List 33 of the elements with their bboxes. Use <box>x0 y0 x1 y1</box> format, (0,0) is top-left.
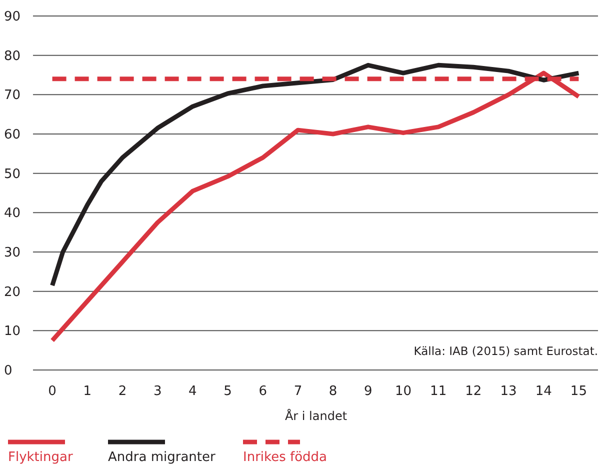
x-tick-label: 11 <box>430 384 447 399</box>
x-tick-label: 6 <box>258 384 267 399</box>
y-tick-label: 0 <box>4 364 12 379</box>
x-tick-label: 2 <box>118 384 127 399</box>
y-tick-label: 10 <box>4 324 21 340</box>
x-tick-label: 0 <box>48 384 56 399</box>
y-tick-label: 60 <box>4 128 21 143</box>
x-tick-label: 12 <box>465 384 482 399</box>
y-tick-label: 80 <box>4 48 21 64</box>
line-series <box>50 70 581 343</box>
x-tick-label: 4 <box>188 384 197 399</box>
x-tick-label: 10 <box>394 384 412 399</box>
y-tick-label: 70 <box>4 88 21 104</box>
legend-label: Inrikes födda <box>243 450 327 465</box>
line-series <box>50 62 581 288</box>
x-tick-label: 14 <box>535 384 552 399</box>
x-axis-title: År i landet <box>284 408 348 423</box>
y-tick-label: 50 <box>4 166 21 182</box>
x-tick-label: 15 <box>570 384 587 399</box>
x-tick-label: 9 <box>364 384 372 399</box>
annotation: Källa: IAB (2015) samt Eurostat. <box>414 344 598 358</box>
x-tick-label: 7 <box>294 384 302 399</box>
x-tick-label: 13 <box>500 384 517 399</box>
y-tick-label: 30 <box>4 246 21 261</box>
x-tick-label: 3 <box>153 384 162 399</box>
y-tick-label: 20 <box>4 284 21 300</box>
y-tick-label: 40 <box>4 206 21 222</box>
x-tick-label: 5 <box>224 384 232 399</box>
y-tick-label: 90 <box>4 10 21 25</box>
x-tick-label: 1 <box>83 384 92 399</box>
x-tick-label: 8 <box>328 384 338 399</box>
legend-label: Flyktingar <box>8 450 74 465</box>
legend-label: Andra migranter <box>108 450 216 465</box>
